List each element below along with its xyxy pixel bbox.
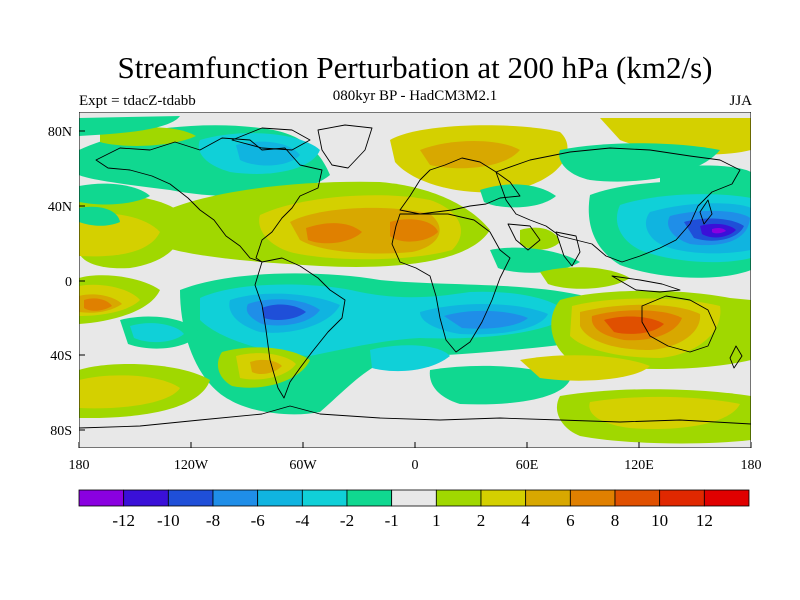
colorbar-label: 8 [611, 511, 620, 530]
colorbar-label: -8 [206, 511, 220, 530]
colorbar-swatch [212, 489, 259, 507]
field-blob-pos-light-tio [540, 267, 630, 289]
coast-asia [495, 147, 741, 263]
field-blob-neg-light-sindian [429, 365, 570, 405]
field-blob-pos-light-ea [520, 227, 560, 250]
season-label: JJA [729, 93, 752, 109]
x-tick-label: 120W [174, 458, 209, 473]
field-blob-pos-heavy-atlantic [306, 223, 362, 244]
coast-indonesia [611, 275, 681, 293]
coast-arabia [507, 223, 541, 251]
field-blob-pos-peak-aus [604, 316, 664, 334]
y-tick-label: 40S [50, 349, 72, 364]
field-blob-neg-mid-sio2 [370, 345, 450, 372]
colorbar-swatch [123, 489, 169, 507]
x-tick-label: 60W [289, 458, 317, 473]
colorbar-swatch [301, 489, 348, 507]
colorbar-label: 2 [477, 511, 486, 530]
field-blob-neg-light-ea [490, 247, 580, 273]
field-blob-neg-strong [236, 141, 300, 166]
colorbar-swatch [391, 489, 437, 507]
x-tick-label: 180 [69, 458, 90, 473]
coast-japan [699, 199, 713, 225]
colorbar-swatch [525, 489, 571, 507]
x-tick-label: 60E [516, 458, 539, 473]
field-blob-pos-heavy-spac-w [84, 298, 112, 311]
page-title: Streamfunction Perturbation at 200 hPa (… [117, 50, 713, 85]
coast-antarctica [79, 405, 751, 429]
colorbar-swatch [703, 489, 750, 507]
y-tick-label: 80S [50, 424, 72, 439]
field-blob-pos-heavy-africa [390, 219, 438, 242]
colorbar-swatch [614, 489, 661, 507]
colorbar-swatch [435, 489, 482, 507]
colorbar-label: 4 [521, 511, 530, 530]
field-blob-neg-light-epac [79, 206, 120, 226]
field-blob-neg-mid-pac-s [130, 323, 184, 343]
colorbar-label: -10 [157, 511, 180, 530]
field-blob-pos-mid-npac2 [520, 355, 650, 381]
coastlines [79, 124, 751, 429]
colorbar-label: -2 [340, 511, 354, 530]
colorbar-swatch [167, 489, 214, 507]
coast-europe [399, 157, 521, 215]
colorbar-swatch [257, 489, 303, 507]
coast-greenland [317, 124, 373, 169]
field-layer [79, 112, 751, 448]
x-tick-label: 0 [412, 458, 419, 473]
field-blob-pos-mid-sopac [79, 375, 180, 409]
colorbar-label: -1 [385, 511, 399, 530]
x-tick-label: 120E [624, 458, 654, 473]
colorbar: -12 -10 -8 -6 -4 -2 -1 1 2 4 6 8 10 12 [78, 489, 750, 530]
colorbar-label: 12 [696, 511, 713, 530]
colorbar-swatch [346, 489, 393, 507]
experiment-label: Expt = tdacZ-tdabb [79, 93, 196, 109]
field-blob-pos-strong-europe [420, 141, 520, 169]
y-tick-label: 0 [65, 275, 72, 290]
colorbar-label: 1 [432, 511, 441, 530]
field-blob-neg-peak-sam [262, 304, 306, 320]
map-subtitle: 080kyr BP - HadCM3M2.1 [332, 88, 498, 104]
field-blob-neg-max-wpac [712, 227, 726, 234]
colorbar-label: -6 [251, 511, 265, 530]
colorbar-swatch [659, 489, 705, 507]
x-tick-label: 180 [741, 458, 762, 473]
field-blob-neg-light-tl [79, 116, 180, 136]
colorbar-swatch [480, 489, 527, 507]
y-tick-label: 80N [48, 125, 72, 140]
coast-africa [391, 213, 511, 353]
field-blob-pos-strong-sam-s [250, 359, 282, 374]
colorbar-label: -4 [295, 511, 310, 530]
field-blob-neg-heavy-sio [444, 310, 528, 329]
axis-layer: 180 120W 60W 0 60E 120E 180 80N 40N 0 40S 80S [48, 125, 762, 473]
coast-north-america [95, 137, 323, 263]
colorbar-swatch [78, 489, 125, 507]
colorbar-label: 6 [566, 511, 575, 530]
coast-australia [641, 295, 717, 353]
coast-south-america [254, 257, 346, 399]
colorbar-label: 10 [651, 511, 668, 530]
coast-new-zealand [729, 345, 743, 369]
colorbar-swatch [569, 489, 616, 507]
coast-arctic-islands [231, 127, 311, 151]
y-tick-label: 40N [48, 200, 72, 215]
coast-india [555, 231, 581, 267]
field-blob-neg-light-npac-band [79, 183, 150, 205]
colorbar-label: -12 [112, 511, 135, 530]
